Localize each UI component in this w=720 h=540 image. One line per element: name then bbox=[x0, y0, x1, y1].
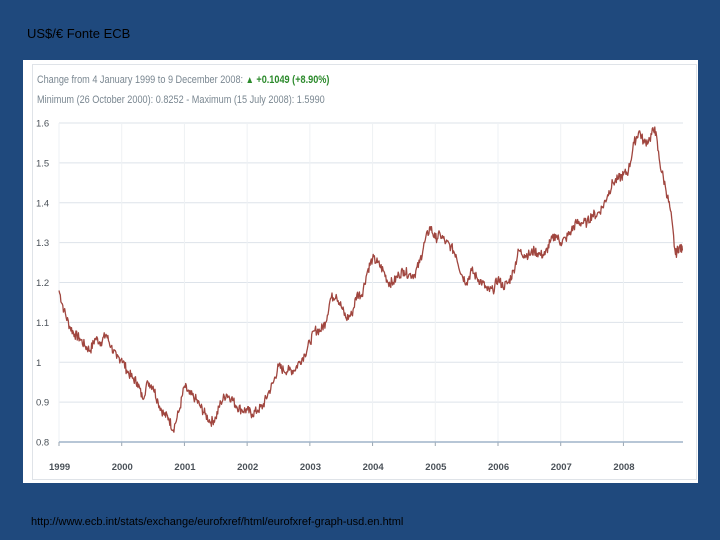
y-tick-label: 1.4 bbox=[36, 198, 49, 209]
source-url: http://www.ecb.int/stats/exchange/eurofx… bbox=[31, 516, 404, 528]
y-tick-label: 1 bbox=[36, 358, 41, 369]
x-tick-label: 2008 bbox=[613, 462, 634, 473]
x-tick-label: 2006 bbox=[488, 462, 509, 473]
change-label: Change from 4 January 1999 to 9 December… bbox=[37, 74, 244, 86]
chart-change-line: Change from 4 January 1999 to 9 December… bbox=[37, 74, 329, 86]
chart-panel: Change from 4 January 1999 to 9 December… bbox=[23, 60, 698, 483]
y-tick-label: 0.9 bbox=[36, 398, 49, 409]
x-tick-label: 2007 bbox=[551, 462, 572, 473]
line-chart: 0.8 0.9 1 1.1 1.2 1.3 1.4 1.5 1.6 1999 2000 2001 200… bbox=[36, 119, 684, 473]
y-tick-label: 0.8 bbox=[36, 438, 49, 449]
x-tick-label: 2001 bbox=[174, 462, 196, 473]
chart-minmax-line: Minimum (26 October 2000): 0.8252 - Maxi… bbox=[37, 94, 325, 106]
up-arrow-icon: ▲ bbox=[245, 75, 254, 86]
slide-title: US$/€ Fonte ECB bbox=[27, 26, 131, 41]
x-tick-label: 2002 bbox=[237, 462, 258, 473]
y-tick-label: 1.1 bbox=[36, 318, 49, 329]
change-value: +0.1049 (+8.90%) bbox=[256, 74, 330, 86]
x-tick-label: 2000 bbox=[112, 462, 133, 473]
x-tick-label: 2004 bbox=[363, 462, 385, 473]
x-tick-label: 2005 bbox=[425, 462, 447, 473]
y-tick-label: 1.5 bbox=[36, 158, 49, 169]
chart-frame: Change from 4 January 1999 to 9 December… bbox=[32, 64, 697, 480]
series-line bbox=[58, 126, 684, 433]
x-tick-label: 1999 bbox=[49, 462, 70, 473]
y-tick-label: 1.2 bbox=[36, 278, 49, 289]
y-tick-label: 1.3 bbox=[36, 238, 49, 249]
y-tick-label: 1.6 bbox=[36, 119, 49, 130]
x-tick-label: 2003 bbox=[300, 462, 321, 473]
